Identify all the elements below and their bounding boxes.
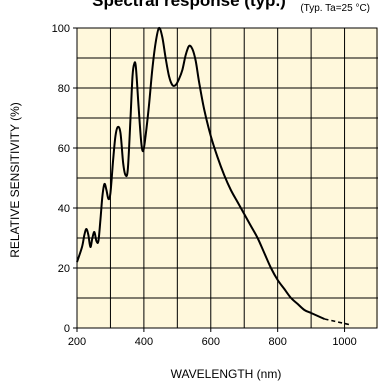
- y-tick-label: 20: [58, 263, 70, 275]
- y-tick-label: 80: [58, 83, 70, 95]
- y-tick-label: 0: [64, 323, 70, 335]
- x-tick-label: 800: [268, 336, 286, 348]
- axis-ticks: 200 400 600 800 1000 0 20 40 60 80 100: [52, 23, 357, 348]
- x-tick-label: 600: [202, 336, 220, 348]
- x-tick-label: 400: [135, 336, 153, 348]
- chart-title: Spectral response (typ.): [92, 0, 286, 10]
- condition-annotation: (Typ. Ta=25 °C): [300, 3, 370, 14]
- grid: [77, 28, 378, 328]
- x-tick-label: 1000: [332, 336, 356, 348]
- y-axis-label: RELATIVE SENSITIVITY (%): [8, 102, 22, 258]
- y-tick-label: 40: [58, 203, 70, 215]
- plot-frame: [76, 27, 378, 329]
- x-tick-label: 200: [68, 336, 86, 348]
- sensitivity-curve-dashed: [324, 318, 352, 326]
- sensitivity-curve-solid: [76, 26, 325, 320]
- y-tick-label: 100: [52, 23, 70, 35]
- y-tick-label: 60: [58, 143, 70, 155]
- x-axis-label: WAVELENGTH (nm): [171, 367, 282, 381]
